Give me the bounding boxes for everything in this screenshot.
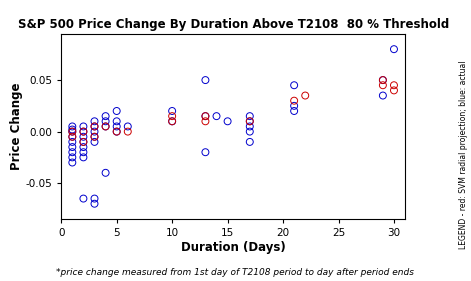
Point [168, 119, 176, 124]
Point [168, 119, 176, 124]
Point [91, 129, 98, 134]
Point [113, 124, 121, 129]
Point [80, 140, 87, 144]
Point [91, 140, 98, 144]
Point [379, 93, 387, 98]
Point [246, 129, 253, 134]
Point [246, 119, 253, 124]
Point [80, 129, 87, 134]
Text: LEGEND - red: SVM radial projection; blue: actual: LEGEND - red: SVM radial projection; blu… [459, 60, 469, 249]
Point [69, 155, 76, 160]
Point [291, 83, 298, 87]
Point [113, 109, 121, 113]
Point [91, 196, 98, 201]
Point [202, 78, 209, 82]
Point [69, 127, 76, 132]
Point [379, 83, 387, 87]
Point [246, 140, 253, 144]
Point [80, 150, 87, 155]
Point [80, 124, 87, 129]
Point [80, 140, 87, 144]
X-axis label: Duration (Days): Duration (Days) [181, 241, 285, 254]
Point [213, 114, 220, 118]
Point [168, 114, 176, 118]
Point [390, 88, 398, 93]
Point [124, 124, 131, 129]
Point [69, 140, 76, 144]
Point [102, 124, 109, 129]
Point [102, 124, 109, 129]
Point [390, 47, 398, 51]
Point [202, 114, 209, 118]
Point [113, 129, 121, 134]
Point [224, 119, 231, 124]
Point [91, 124, 98, 129]
Point [102, 171, 109, 175]
Title: S&P 500 Price Change By Duration Above T2108  80 % Threshold: S&P 500 Price Change By Duration Above T… [17, 18, 449, 31]
Point [246, 124, 253, 129]
Point [379, 78, 387, 82]
Point [102, 119, 109, 124]
Point [91, 135, 98, 139]
Point [301, 93, 309, 98]
Point [91, 201, 98, 206]
Point [202, 150, 209, 155]
Point [202, 119, 209, 124]
Point [168, 109, 176, 113]
Point [69, 135, 76, 139]
Point [246, 119, 253, 124]
Point [291, 98, 298, 103]
Point [69, 135, 76, 139]
Text: *price change measured from 1st day of T2108 period to day after period ends: *price change measured from 1st day of T… [57, 268, 414, 277]
Point [390, 83, 398, 87]
Point [80, 135, 87, 139]
Point [102, 114, 109, 118]
Point [246, 114, 253, 118]
Point [291, 109, 298, 113]
Point [80, 196, 87, 201]
Point [69, 129, 76, 134]
Point [80, 155, 87, 160]
Y-axis label: Price Change: Price Change [10, 83, 23, 170]
Point [113, 119, 121, 124]
Point [124, 129, 131, 134]
Point [80, 129, 87, 134]
Point [91, 119, 98, 124]
Point [91, 135, 98, 139]
Point [202, 114, 209, 118]
Point [69, 160, 76, 165]
Point [113, 129, 121, 134]
Point [69, 124, 76, 129]
Point [69, 150, 76, 155]
Point [69, 145, 76, 149]
Point [80, 145, 87, 149]
Point [291, 104, 298, 108]
Point [379, 78, 387, 82]
Point [69, 129, 76, 134]
Point [91, 124, 98, 129]
